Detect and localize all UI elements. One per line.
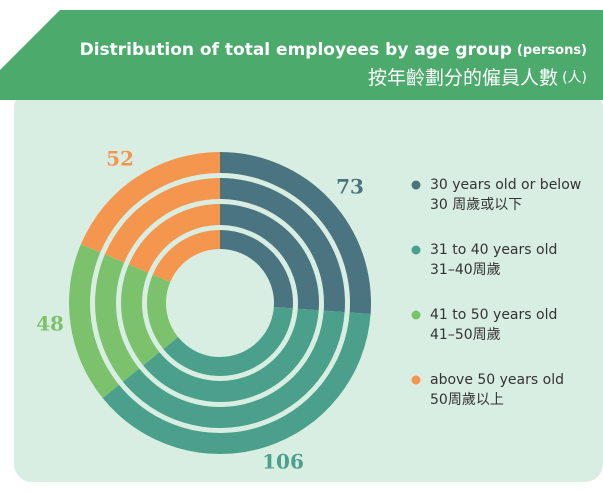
legend-label: 30 years old or below — [430, 177, 581, 193]
legend: 30 years old or below 30 周歲或以下 31 to 40 ye… — [411, 177, 581, 408]
chart-title: Distribution of total employees by age g… — [80, 40, 587, 60]
donut-segment — [220, 152, 372, 315]
data-label: 48 — [36, 312, 64, 336]
title-zh-text: 按年齡劃分的僱員人數 — [368, 67, 558, 89]
donut-segment — [122, 310, 345, 429]
chart-title-zh: 按年齡劃分的僱員人數 (人) — [368, 67, 587, 89]
donut-segment — [220, 230, 294, 309]
donut-segment — [104, 178, 220, 263]
legend-marker — [411, 310, 421, 320]
legend-label: 31 to 40 years old — [430, 242, 557, 258]
legend-label-zh: 50周歲以上 — [430, 392, 504, 408]
legend-label-zh: 41–50周歲 — [430, 327, 501, 343]
legend-marker — [411, 180, 421, 190]
title-unit: (persons) — [517, 43, 587, 58]
donut-segment — [146, 274, 179, 349]
legend-marker — [411, 245, 421, 255]
donut-segment — [128, 204, 220, 273]
title-text: Distribution of total employees by age g… — [80, 40, 512, 60]
title-zh-unit: (人) — [562, 70, 587, 86]
legend-label-zh: 30 周歲或以下 — [430, 197, 522, 213]
legend-label: above 50 years old — [430, 372, 564, 388]
donut-segment — [102, 312, 371, 454]
donut-segment — [80, 152, 220, 253]
donut-segment — [95, 254, 140, 382]
legend-marker — [411, 375, 421, 385]
donut-segment — [120, 264, 160, 366]
donut-segment — [143, 308, 319, 402]
donut-segment — [68, 244, 120, 399]
data-label: 106 — [262, 450, 304, 474]
legend-label-zh: 31–40周歲 — [430, 262, 501, 278]
header-band — [0, 10, 603, 100]
donut — [68, 152, 372, 454]
legend-label: 41 to 50 years old — [430, 307, 557, 323]
data-label: 52 — [106, 147, 134, 171]
donut-segment — [152, 230, 220, 282]
data-label: 73 — [336, 175, 364, 199]
donut-segment — [220, 178, 346, 313]
donut-segment — [163, 306, 293, 377]
donut-segment — [220, 204, 319, 311]
